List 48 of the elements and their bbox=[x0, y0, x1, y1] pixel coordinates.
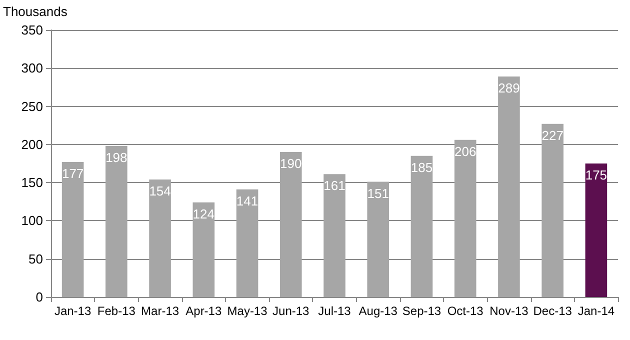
x-tick-label: Feb-13 bbox=[97, 304, 136, 318]
data-label: 206 bbox=[454, 144, 476, 159]
y-tick-label: 50 bbox=[28, 251, 43, 266]
data-label: 185 bbox=[410, 160, 433, 175]
data-label: 190 bbox=[280, 156, 302, 172]
bar bbox=[542, 124, 564, 297]
y-axis-title: Thousands bbox=[3, 4, 68, 19]
x-tick-label: Apr-13 bbox=[186, 304, 222, 318]
data-label: 124 bbox=[192, 206, 215, 222]
data-label: 154 bbox=[149, 184, 171, 199]
data-label: 141 bbox=[236, 193, 258, 208]
bar bbox=[236, 189, 258, 297]
x-tick-label: Jan-13 bbox=[54, 304, 92, 318]
y-tick-label: 0 bbox=[36, 290, 43, 304]
x-tick-label: Aug-13 bbox=[358, 304, 398, 318]
bar bbox=[192, 202, 215, 297]
bar bbox=[585, 164, 608, 297]
x-tick-label: Jan-14 bbox=[578, 304, 615, 318]
x-tick-label: Nov-13 bbox=[490, 304, 529, 318]
bar bbox=[324, 174, 346, 297]
x-tick-label: Jun-13 bbox=[272, 304, 310, 318]
y-tick-label: 350 bbox=[21, 22, 43, 38]
data-label: 227 bbox=[542, 128, 564, 143]
y-tick-label: 150 bbox=[21, 175, 43, 190]
bar bbox=[367, 182, 390, 297]
x-tick-label: Sep-13 bbox=[402, 304, 442, 318]
y-tick-label: 250 bbox=[21, 98, 43, 114]
data-label: 161 bbox=[324, 178, 346, 194]
data-label: 289 bbox=[498, 80, 520, 96]
x-tick-label: Dec-13 bbox=[533, 304, 572, 318]
x-tick-label: Mar-13 bbox=[141, 304, 180, 318]
data-label: 198 bbox=[106, 150, 128, 165]
bar bbox=[280, 152, 302, 297]
bar bbox=[149, 180, 171, 297]
bar bbox=[62, 162, 84, 297]
x-tick-label: Jul-13 bbox=[318, 304, 352, 318]
y-tick-label: 100 bbox=[21, 213, 43, 228]
bar bbox=[454, 140, 476, 297]
x-tick-label: May-13 bbox=[227, 304, 268, 318]
data-label: 151 bbox=[367, 186, 389, 201]
bar bbox=[410, 156, 433, 297]
y-tick-label: 300 bbox=[21, 60, 43, 76]
data-label: 175 bbox=[585, 168, 608, 182]
y-tick-label: 200 bbox=[21, 136, 43, 152]
x-tick-label: Oct-13 bbox=[447, 304, 484, 318]
bar bbox=[106, 146, 128, 297]
data-label: 177 bbox=[62, 166, 84, 181]
bar bbox=[498, 76, 520, 297]
